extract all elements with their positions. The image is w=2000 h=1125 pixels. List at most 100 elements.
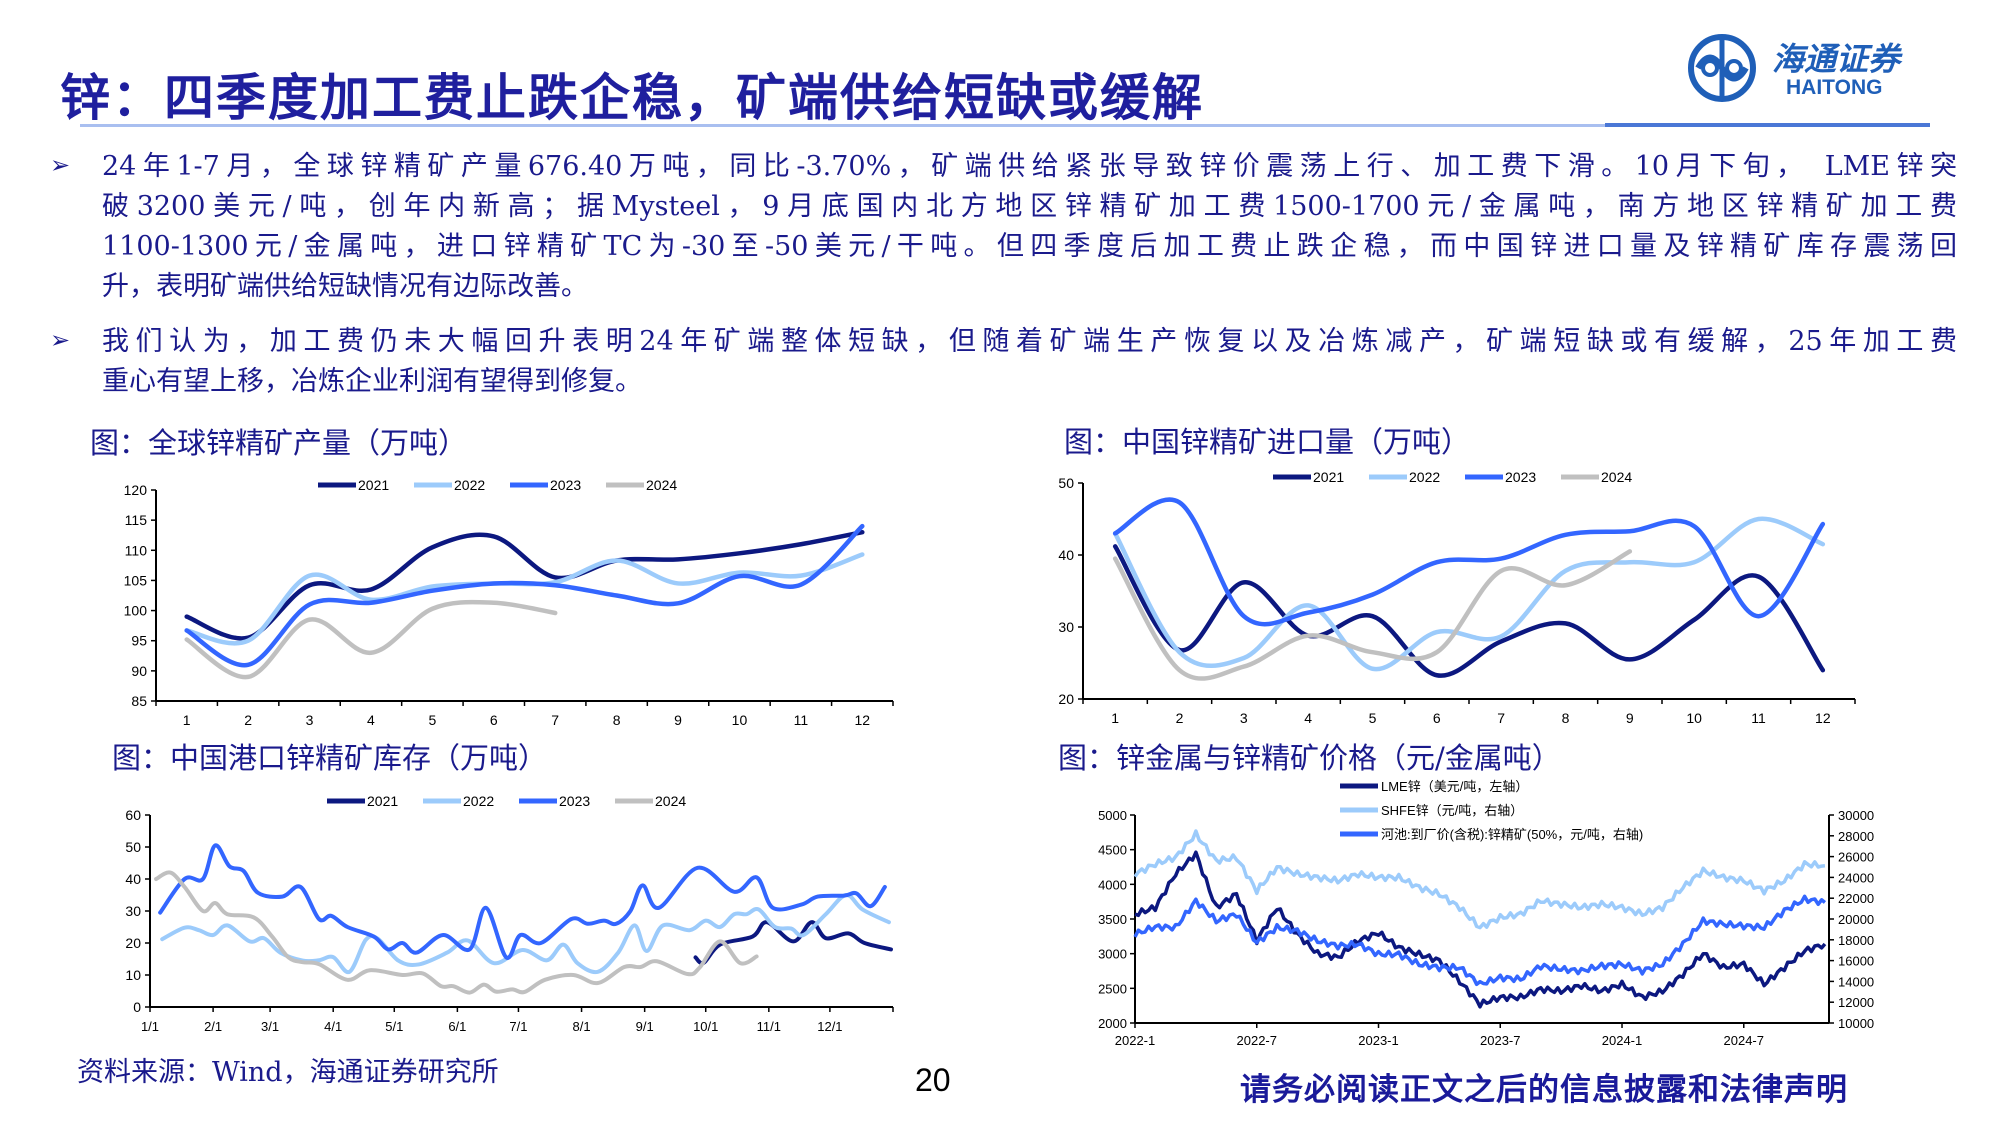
chart-3-x-tick-label: 9/1 [636, 1019, 654, 1034]
chart-2-x-tick-label: 11 [1751, 710, 1766, 726]
disclaimer: 请务必阅读正文之后的信息披露和法律声明 [1240, 1072, 1848, 1108]
chart-4-right-y-tick-label: 14000 [1838, 974, 1874, 989]
chart-3-x-tick-label: 1/1 [141, 1019, 159, 1034]
chart-3-legend-label-2024: 2024 [655, 793, 686, 809]
chart-3-x-tick-label: 10/1 [693, 1019, 718, 1034]
chart-2-y-tick-label: 30 [1058, 619, 1074, 635]
chart-1-x-tick-label: 6 [490, 712, 498, 728]
bullet-1-line-2: 破3200美元/吨，创年内新高；据Mysteel，9月底国内北方地区锌精矿加工费… [102, 191, 1957, 222]
chart-4-left-y-tick-label: 2000 [1098, 1016, 1127, 1031]
chart-1-x-tick-label: 3 [306, 712, 314, 728]
chart-3-series-2023 [158, 843, 887, 960]
chart-1-series-2021 [184, 529, 865, 641]
bullet-1-line-3: 1100-1300元/金属吨，进口锌精矿TC为-30至-50美元/干吨。但四季度… [102, 231, 1957, 262]
chart-1-x-tick-label: 5 [428, 712, 436, 728]
title-divider [80, 124, 1605, 127]
chart-3-y-tick-label: 10 [125, 967, 141, 983]
chart-4-legend-label-2: SHFE锌（元/吨，右轴） [1381, 803, 1523, 818]
chart-2-x-tick-label: 1 [1111, 710, 1119, 726]
chart-4-right-y-tick-label: 22000 [1838, 891, 1874, 906]
chart-4-right-y-tick-label: 18000 [1838, 933, 1874, 948]
chart-1-x-tick-label: 8 [613, 712, 621, 728]
chart-2-title: 图：中国锌精矿进口量（万吨） [1064, 425, 1471, 459]
chart-3-series-2021 [693, 920, 893, 966]
chart-2-legend-label-2022: 2022 [1409, 469, 1440, 485]
chart-4-right-y-tick-label: 26000 [1838, 850, 1874, 865]
chart-1-x-tick-label: 1 [183, 712, 191, 728]
chart-4-right-y-tick-label: 30000 [1838, 808, 1874, 823]
chart-2-legend-label-2024: 2024 [1601, 469, 1632, 485]
chart-3-legend-label-2023: 2023 [559, 793, 590, 809]
haitong-logo: 海通证券 HAITONG [1686, 32, 1936, 104]
chart-2-x-tick-label: 3 [1240, 710, 1248, 726]
chart-3-x-tick-label: 4/1 [324, 1019, 342, 1034]
chart-3-legend-label-2021: 2021 [367, 793, 398, 809]
chart-2-series-2024 [1112, 549, 1633, 681]
chart-1-title: 图：全球锌精矿产量（万吨） [90, 426, 468, 460]
chart-2-y-tick-label: 20 [1058, 691, 1074, 707]
arrow-bullet-icon: ➢ [50, 326, 71, 354]
chart-3-x-tick-label: 12/1 [817, 1019, 842, 1034]
chart-4-left-y-tick-label: 3000 [1098, 947, 1127, 962]
chart-1-x-tick-label: 12 [855, 712, 871, 728]
chart-1-y-tick-label: 85 [131, 693, 147, 709]
chart-4-right-y-tick-label: 24000 [1838, 870, 1874, 885]
chart-3-y-tick-label: 50 [125, 839, 141, 855]
chart-2-x-tick-label: 7 [1497, 710, 1505, 726]
bullet-1-line-1: 24年1-7月，全球锌精矿产量676.40万吨，同比-3.70%，矿端供给紧张导… [102, 151, 1957, 182]
chart-3-y-tick-label: 40 [125, 871, 141, 887]
chart-1-x-tick-label: 2 [244, 712, 252, 728]
logo-chinese-text: 海通证券 [1772, 40, 1901, 78]
chart-4-series-2 [1133, 829, 1826, 930]
chart-1-y-tick-label: 110 [125, 542, 148, 558]
chart-1-x-tick-label: 9 [674, 712, 682, 728]
bullet-2-line-1: 我们认为，加工费仍未大幅回升表明24年矿端整体短缺，但随着矿端生产恢复以及冶炼减… [102, 326, 1957, 357]
chart-3-x-tick-label: 5/1 [385, 1019, 403, 1034]
chart-2-x-tick-label: 9 [1626, 710, 1634, 726]
chart-1-y-tick-label: 120 [124, 482, 148, 498]
chart-1-y-tick-label: 95 [131, 633, 147, 649]
chart-4-x-tick-label: 2023-7 [1480, 1033, 1520, 1048]
chart-1-y-tick-label: 100 [124, 603, 148, 619]
chart-4-left-y-tick-label: 2500 [1098, 981, 1127, 996]
chart-2-x-tick-label: 6 [1433, 710, 1441, 726]
chart-1-y-tick-label: 105 [124, 572, 148, 588]
bullet-2-line-2: 重心有望上移，冶炼企业利润有望得到修复。 [102, 366, 642, 397]
chart-1-series-2022 [184, 552, 865, 646]
chart-3-series-2022 [160, 893, 891, 975]
chart-3-x-tick-label: 7/1 [509, 1019, 527, 1034]
chart-4-x-tick-label: 2022-7 [1237, 1033, 1277, 1048]
chart-4-x-tick-label: 2024-7 [1724, 1033, 1764, 1048]
chart-4-title: 图：锌金属与锌精矿价格（元/金属吨） [1058, 741, 1561, 775]
chart-4-legend-label-1: LME锌（美元/吨，左轴） [1381, 779, 1528, 794]
chart-2-y-tick-label: 50 [1058, 475, 1074, 491]
chart-4-series-1 [1134, 850, 1827, 1009]
chart-2-series-2023 [1112, 497, 1826, 627]
chart-3-y-tick-label: 60 [125, 807, 141, 823]
chart-1-legend-label-2021: 2021 [358, 477, 389, 493]
chart-4-left-y-tick-label: 5000 [1098, 808, 1127, 823]
chart-3-x-tick-label: 11/1 [757, 1019, 781, 1034]
chart-2-series-2022 [1112, 516, 1826, 672]
page-title: 锌：四季度加工费止跌企稳，矿端供给短缺或缓解 [60, 69, 1204, 127]
chart-4-right-y-tick-label: 10000 [1838, 1016, 1874, 1031]
chart-2-legend-label-2023: 2023 [1505, 469, 1536, 485]
chart-4-left-y-tick-label: 4000 [1098, 877, 1127, 892]
chart-2-series-2021 [1112, 544, 1826, 678]
chart-1-series-2023 [184, 523, 865, 668]
chart-3-y-tick-label: 30 [125, 903, 141, 919]
chart-4-x-tick-label: 2022-1 [1115, 1033, 1155, 1048]
chart-2-x-tick-label: 4 [1304, 710, 1312, 726]
chart-2-x-tick-label: 12 [1815, 710, 1831, 726]
chart-2-y-tick-label: 40 [1058, 547, 1074, 563]
chart-3-legend-label-2022: 2022 [463, 793, 494, 809]
chart-4-series-3 [1133, 894, 1827, 987]
source-note: 资料来源：Wind，海通证券研究所 [77, 1057, 499, 1088]
chart-4-right-y-tick-label: 12000 [1838, 995, 1874, 1010]
chart-3-x-tick-label: 6/1 [448, 1019, 466, 1034]
chart-4-right-y-tick-label: 28000 [1838, 829, 1874, 844]
chart-3-x-tick-label: 3/1 [261, 1019, 279, 1034]
haitong-emblem-icon [1688, 34, 1756, 102]
